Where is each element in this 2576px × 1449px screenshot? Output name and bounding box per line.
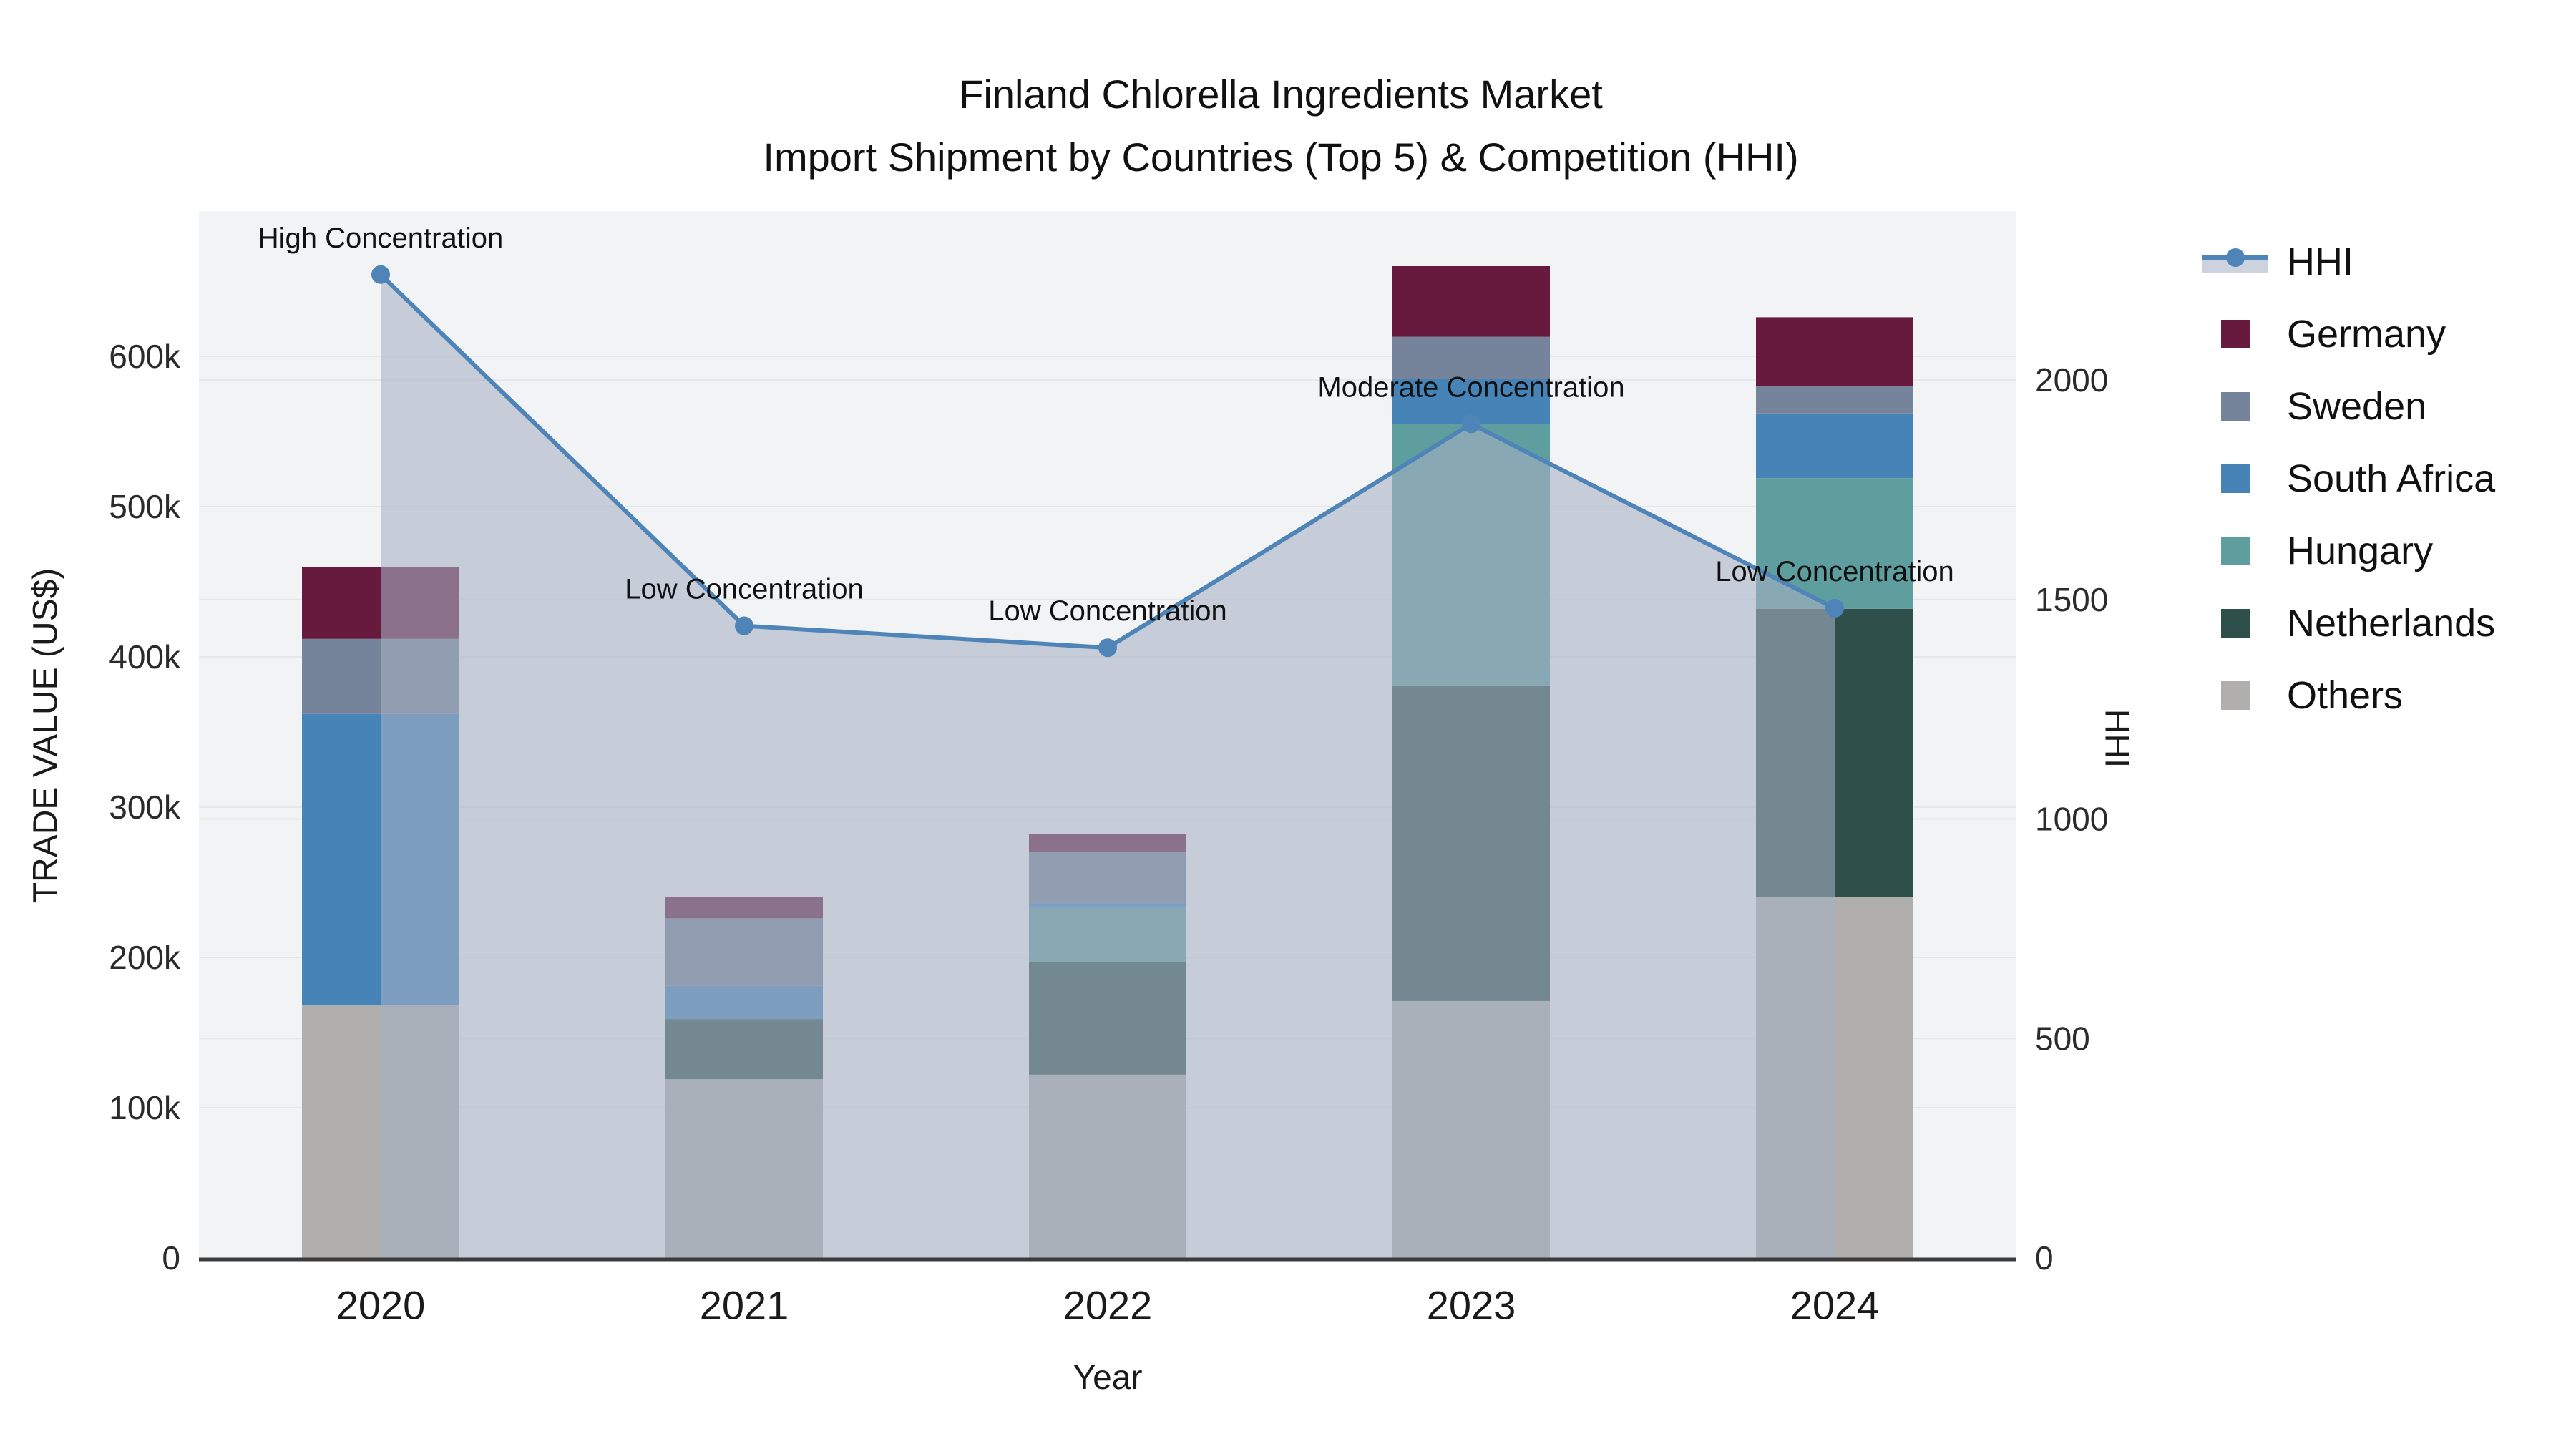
legend-label: Others <box>2287 674 2404 717</box>
legend-label: HHI <box>2287 240 2353 283</box>
tick-labels: 0 100k 200k 300k 400k 500k 600k 0 500 1000 1500 200… <box>109 338 2108 1328</box>
left-axis-title: TRADE VALUE (US$) <box>26 567 65 904</box>
bar-segment-2024-sweden[interactable] <box>1756 386 1913 414</box>
annotation-2020: High Concentration <box>258 223 503 254</box>
bar-segment-2024-germany[interactable] <box>1756 317 1913 386</box>
x-tick-label: 2022 <box>1063 1283 1153 1328</box>
right-axis-title: HHI <box>2097 708 2136 769</box>
hhi-marker-2023[interactable] <box>1462 414 1480 434</box>
bar-segment-2023-sweden[interactable] <box>1392 336 1550 379</box>
legend-label: South Africa <box>2287 457 2496 500</box>
annotation-2022: Low Concentration <box>988 595 1227 627</box>
legend-item-netherlands[interactable]: Netherlands <box>2202 598 2495 648</box>
right-tick-label: 2000 <box>2035 361 2108 399</box>
left-tick-label: 400k <box>109 638 181 675</box>
right-tick-label: 500 <box>2035 1020 2090 1057</box>
legend-label: Netherlands <box>2287 602 2496 645</box>
left-tick-label: 200k <box>109 939 181 976</box>
netherlands-color-swatch <box>2221 609 2250 638</box>
legend-item-sweden[interactable]: Sweden <box>2202 381 2495 431</box>
legend: HHI Germany Sweden South Africa Hungary … <box>2202 237 2495 743</box>
hhi-marker-2022[interactable] <box>1098 638 1117 658</box>
others-color-swatch <box>2221 681 2250 710</box>
annotation-2024: Low Concentration <box>1715 556 1954 587</box>
sweden-color-swatch <box>2221 392 2250 421</box>
right-tick-label: 0 <box>2035 1239 2054 1277</box>
chart-title: Finland Chlorella Ingredients Market Imp… <box>0 63 2562 189</box>
x-tick-label: 2021 <box>700 1283 789 1328</box>
x-tick-label: 2024 <box>1790 1283 1880 1328</box>
annotation-2021: Low Concentration <box>625 574 864 605</box>
annotation-2023: Moderate Concentration <box>1317 371 1624 403</box>
legend-item-others[interactable]: Others <box>2202 670 2495 721</box>
bar-segment-2024-south-africa[interactable] <box>1756 413 1913 479</box>
x-tick-label: 2023 <box>1427 1283 1516 1328</box>
hhi-area-fill <box>381 274 1835 1258</box>
hhi-marker-dot-icon <box>2226 248 2245 267</box>
annotations: High Concentration Low Concentration Low C… <box>258 223 1954 627</box>
legend-item-hhi[interactable]: HHI <box>2202 237 2495 287</box>
left-tick-label: 500k <box>109 488 181 525</box>
legend-item-hungary[interactable]: Hungary <box>2202 526 2495 576</box>
chart-title-line1: Finland Chlorella Ingredients Market <box>959 72 1603 117</box>
legend-label: Hungary <box>2287 530 2434 572</box>
left-tick-label: 300k <box>109 789 181 826</box>
right-tick-label: 1000 <box>2035 801 2108 838</box>
south-africa-color-swatch <box>2221 464 2250 493</box>
legend-label: Germany <box>2287 313 2446 356</box>
right-tick-label: 1500 <box>2035 581 2108 618</box>
hhi-line-legend-key <box>2202 237 2268 287</box>
bar-segment-2023-germany[interactable] <box>1392 266 1550 337</box>
left-tick-label: 0 <box>162 1239 180 1277</box>
hhi-marker-2021[interactable] <box>735 616 753 635</box>
chart-title-line2: Import Shipment by Countries (Top 5) & C… <box>763 135 1799 180</box>
germany-color-swatch <box>2221 320 2250 348</box>
x-axis-title: Year <box>1073 1359 1143 1397</box>
hungary-color-swatch <box>2221 537 2250 565</box>
x-tick-label: 2020 <box>336 1283 426 1328</box>
hhi-marker-2024[interactable] <box>1825 599 1844 618</box>
legend-item-south-africa[interactable]: South Africa <box>2202 454 2495 504</box>
left-tick-label: 100k <box>109 1089 181 1126</box>
left-tick-label: 600k <box>109 338 181 375</box>
legend-item-germany[interactable]: Germany <box>2202 309 2495 359</box>
hhi-marker-2020[interactable] <box>371 265 390 284</box>
legend-label: Sweden <box>2287 385 2427 428</box>
